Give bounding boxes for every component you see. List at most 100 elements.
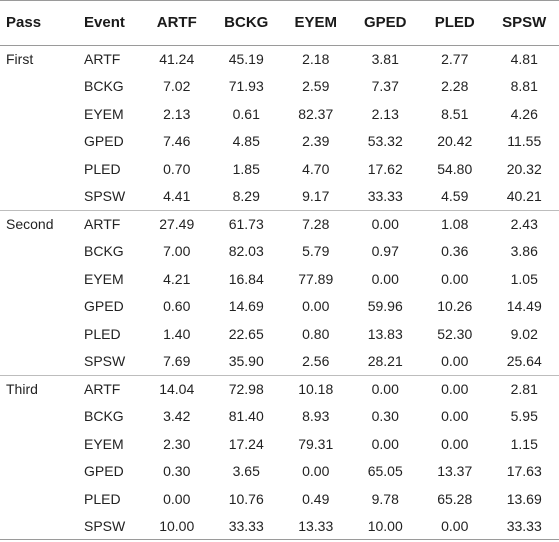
value-cell: 1.05 — [510, 270, 538, 287]
value-cell: 13.33 — [298, 518, 334, 535]
pass-cell — [0, 513, 78, 541]
pass-cell — [0, 183, 78, 211]
pass-cell — [0, 100, 78, 128]
pass-cell — [0, 403, 78, 431]
table-row: SPSW 4.41 8.29 9.17 33.33 4.59 40.21 — [0, 183, 559, 211]
pass-cell — [0, 73, 78, 101]
value-cell: 59.96 — [367, 298, 403, 315]
header-col: PLED — [434, 13, 475, 31]
value-cell: 0.00 — [302, 463, 330, 480]
table-row: Third ARTF 14.04 72.98 10.18 0.00 0.00 2.81 — [0, 375, 559, 403]
value-cell: 16.84 — [228, 270, 264, 287]
pass-cell — [0, 485, 78, 513]
value-cell: 33.33 — [506, 518, 542, 535]
value-cell: 7.46 — [163, 133, 191, 150]
pass-cell — [0, 348, 78, 376]
table-row: BCKG 7.02 71.93 2.59 7.37 2.28 8.81 — [0, 73, 559, 101]
pass-cell — [0, 155, 78, 183]
value-cell: 4.21 — [163, 270, 191, 287]
value-cell: 9.17 — [302, 188, 330, 204]
value-cell: 10.00 — [367, 518, 403, 535]
value-cell: 0.97 — [371, 243, 399, 260]
header-event: Event — [84, 13, 125, 31]
event-cell: PLED — [84, 160, 121, 177]
event-cell: SPSW — [84, 353, 126, 369]
value-cell: 14.69 — [228, 298, 264, 315]
value-cell: 0.00 — [371, 435, 399, 452]
value-cell: 65.05 — [367, 463, 403, 480]
event-cell: EYEM — [84, 105, 124, 122]
value-cell: 52.30 — [437, 325, 473, 342]
event-cell: SPSW — [84, 188, 126, 204]
value-cell: 14.04 — [159, 381, 195, 397]
value-cell: 8.93 — [302, 408, 330, 425]
value-cell: 2.59 — [302, 78, 330, 95]
value-cell: 0.60 — [163, 298, 191, 315]
value-cell: 3.81 — [371, 51, 399, 67]
value-cell: 28.21 — [367, 353, 403, 369]
value-cell: 4.41 — [163, 188, 191, 204]
value-cell: 4.70 — [302, 160, 330, 177]
value-cell: 2.81 — [510, 381, 538, 397]
value-cell: 0.00 — [302, 298, 330, 315]
value-cell: 2.28 — [441, 78, 469, 95]
header-col: SPSW — [502, 13, 547, 31]
event-cell: BCKG — [84, 78, 124, 95]
pass-cell — [0, 265, 78, 293]
value-cell: 0.30 — [371, 408, 399, 425]
value-cell: 22.65 — [228, 325, 264, 342]
value-cell: 33.33 — [228, 518, 264, 535]
pass-cell — [0, 128, 78, 156]
value-cell: 0.00 — [441, 518, 469, 535]
header-col: EYEM — [294, 13, 337, 31]
value-cell: 77.89 — [298, 270, 334, 287]
table-row: First ARTF 41.24 45.19 2.18 3.81 2.77 4.81 — [0, 45, 559, 73]
value-cell: 4.85 — [232, 133, 260, 150]
header-row: Pass Event ARTF BCKG EYEM GPED PLED SPSW — [0, 0, 559, 45]
header-col: GPED — [363, 13, 407, 31]
table-row: GPED 0.30 3.65 0.00 65.05 13.37 17.63 — [0, 458, 559, 486]
value-cell: 53.32 — [367, 133, 403, 150]
pass-cell — [0, 320, 78, 348]
value-cell: 3.86 — [510, 243, 538, 260]
value-cell: 14.49 — [506, 298, 542, 315]
value-cell: 5.79 — [302, 243, 330, 260]
value-cell: 20.32 — [506, 160, 542, 177]
value-cell: 10.00 — [159, 518, 195, 535]
value-cell: 0.00 — [441, 270, 469, 287]
value-cell: 0.80 — [302, 325, 330, 342]
header-col: ARTF — [156, 13, 197, 31]
value-cell: 8.51 — [441, 105, 469, 122]
value-cell: 1.08 — [441, 216, 469, 232]
event-cell: ARTF — [84, 381, 121, 397]
value-cell: 4.81 — [510, 51, 538, 67]
value-cell: 8.29 — [232, 188, 260, 204]
value-cell: 3.65 — [232, 463, 260, 480]
value-cell: 72.98 — [228, 381, 264, 397]
value-cell: 13.69 — [506, 490, 542, 507]
table-row: PLED 1.40 22.65 0.80 13.83 52.30 9.02 — [0, 320, 559, 348]
value-cell: 10.76 — [228, 490, 264, 507]
table-row: PLED 0.00 10.76 0.49 9.78 65.28 13.69 — [0, 485, 559, 513]
value-cell: 71.93 — [228, 78, 264, 95]
value-cell: 4.59 — [441, 188, 469, 204]
table-row: BCKG 7.00 82.03 5.79 0.97 0.36 3.86 — [0, 238, 559, 266]
table-top-rule — [0, 0, 559, 1]
value-cell: 1.85 — [232, 160, 260, 177]
table-header: Pass Event ARTF BCKG EYEM GPED PLED SPSW — [0, 0, 559, 45]
value-cell: 2.13 — [371, 105, 399, 122]
value-cell: 25.64 — [506, 353, 542, 369]
value-cell: 0.00 — [163, 490, 191, 507]
value-cell: 0.00 — [371, 216, 399, 232]
value-cell: 27.49 — [159, 216, 195, 232]
value-cell: 82.03 — [228, 243, 264, 260]
value-cell: 35.90 — [228, 353, 264, 369]
value-cell: 0.00 — [441, 381, 469, 397]
value-cell: 9.02 — [510, 325, 538, 342]
event-cell: EYEM — [84, 435, 124, 452]
value-cell: 8.81 — [510, 78, 538, 95]
table-body: First ARTF 41.24 45.19 2.18 3.81 2.77 4.81 BCKG 7… — [0, 45, 559, 540]
value-cell: 0.00 — [441, 435, 469, 452]
value-cell: 1.15 — [510, 435, 538, 452]
pass-cell: Third — [6, 381, 38, 397]
